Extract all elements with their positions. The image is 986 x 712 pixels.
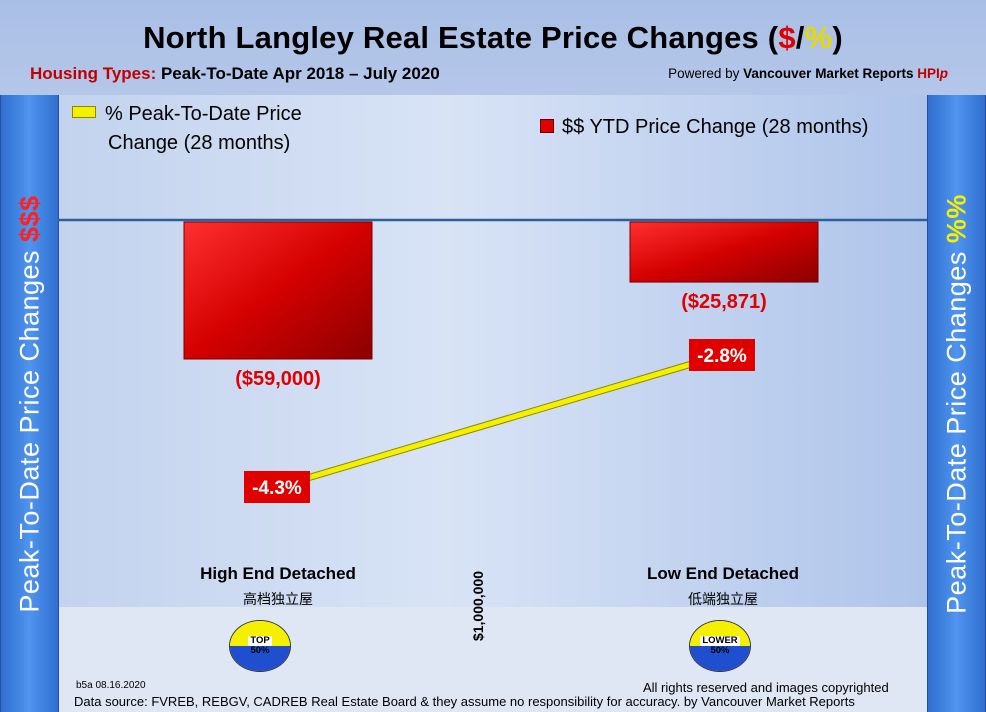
legend-dollar-swatch: [540, 119, 554, 133]
footer-code: b5a 08.16.2020: [76, 680, 146, 691]
legend-pct: % Peak-To-Date Price Change (28 months): [72, 100, 302, 158]
category-label-low-end: Low End Detached: [646, 564, 800, 583]
bar-label-high-end: ($59,000): [235, 368, 321, 390]
top-50-badge: TOP 50%: [229, 620, 291, 672]
bar-label-low-end: ($25,871): [681, 291, 767, 313]
footer-rights: All rights reserved and images copyright…: [643, 680, 889, 695]
chart-subtitle: Housing Types: Peak-To-Date Apr 2018 – J…: [30, 64, 440, 83]
footer-source: Data source: FVREB, REBGV, CADREB Real E…: [74, 694, 855, 709]
pct-label-box-low-end: [689, 339, 755, 371]
chart-title: North Langley Real Estate Price Changes …: [143, 20, 843, 55]
divider-label: $1,000,000: [470, 570, 486, 642]
category-cn-low-end: 低端独立屋: [688, 591, 758, 607]
pct-label-high-end: -4.3%: [252, 478, 302, 499]
pct-label-box-high-end: [244, 471, 310, 503]
right-axis-panel: Peak-To-Date Price Changes %%: [927, 95, 986, 712]
lower-50-badge: LOWER 50%: [689, 620, 751, 672]
left-axis-panel: Peak-To-Date Price Changes $$$: [0, 95, 59, 712]
legend-dollar: $$ YTD Price Change (28 months): [540, 113, 868, 142]
powered-by: Powered by Vancouver Market Reports HPIp: [668, 66, 948, 81]
pct-line: [276, 352, 723, 490]
bar-low-end: [629, 221, 819, 283]
category-label-high-end: High End Detached: [200, 564, 356, 583]
category-strip: [58, 607, 927, 712]
bar-high-end: [183, 221, 373, 360]
legend-pct-swatch: [72, 106, 96, 118]
category-cn-high-end: 高档独立屋: [243, 591, 313, 607]
pct-label-low-end: -2.8%: [697, 346, 747, 367]
